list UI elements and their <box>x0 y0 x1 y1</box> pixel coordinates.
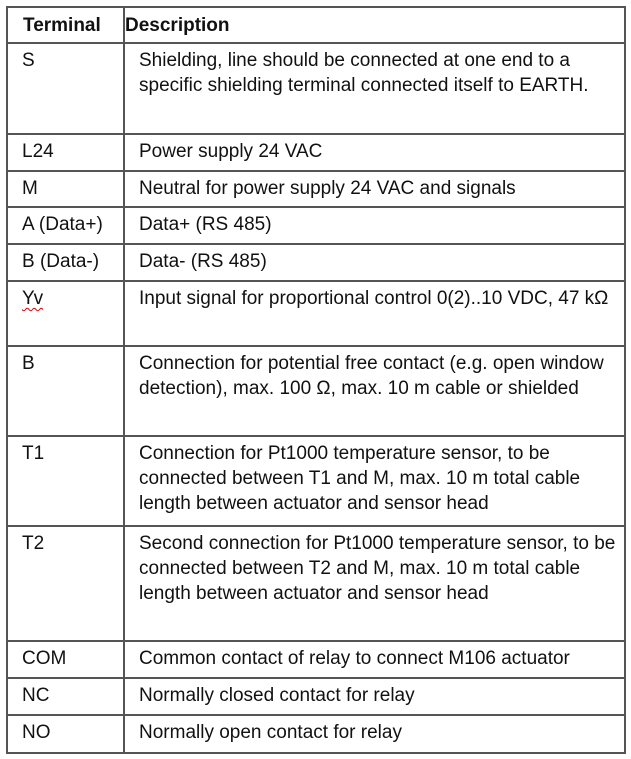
header-description: Description <box>123 6 626 44</box>
description-cell: Common contact of relay to connect M106 … <box>123 640 626 679</box>
description-cell: Normally closed contact for relay <box>123 677 626 716</box>
terminal-cell: M <box>6 170 125 208</box>
table-row: COM Common contact of relay to connect M1… <box>6 640 626 679</box>
table-row: T1 Connection for Pt1000 temperature sens… <box>6 435 626 527</box>
terminal-cell: NC <box>6 677 125 716</box>
table-row: NC Normally closed contact for relay <box>6 677 626 716</box>
terminal-cell: A (Data+) <box>6 206 125 245</box>
table-row: B Connection for potential free contact (… <box>6 345 626 437</box>
terminal-cell: NO <box>6 714 125 754</box>
terminal-cell: Yv <box>6 280 125 347</box>
description-cell: Connection for potential free contact (e… <box>123 345 626 437</box>
description-cell: Neutral for power supply 24 VAC and sign… <box>123 170 626 208</box>
table-row: A (Data+) Data+ (RS 485) <box>6 206 626 245</box>
terminal-cell: T1 <box>6 435 125 527</box>
terminal-table: Terminal Description S Shielding, line sh… <box>6 6 626 754</box>
terminal-cell: COM <box>6 640 125 679</box>
description-cell: Input signal for proportional control 0(… <box>123 280 626 347</box>
header-row: Terminal Description <box>6 6 626 44</box>
table-row: M Neutral for power supply 24 VAC and sig… <box>6 170 626 208</box>
description-cell: Connection for Pt1000 temperature sensor… <box>123 435 626 527</box>
table-row: NO Normally open contact for relay <box>6 714 626 754</box>
terminal-cell: T2 <box>6 525 125 642</box>
table-row: S Shielding, line should be connected at … <box>6 42 626 135</box>
description-cell: Data- (RS 485) <box>123 243 626 282</box>
description-cell: Power supply 24 VAC <box>123 133 626 172</box>
table-row: B (Data-) Data- (RS 485) <box>6 243 626 282</box>
terminal-cell: L24 <box>6 133 125 172</box>
header-terminal: Terminal <box>6 6 125 44</box>
table-row: L24 Power supply 24 VAC <box>6 133 626 172</box>
table-row: T2 Second connection for Pt1000 temperatu… <box>6 525 626 642</box>
terminal-cell: S <box>6 42 125 135</box>
terminal-cell: B (Data-) <box>6 243 125 282</box>
description-cell: Data+ (RS 485) <box>123 206 626 245</box>
terminal-cell: B <box>6 345 125 437</box>
description-cell: Second connection for Pt1000 temperature… <box>123 525 626 642</box>
description-cell: Shielding, line should be connected at o… <box>123 42 626 135</box>
description-cell: Normally open contact for relay <box>123 714 626 754</box>
table-row: Yv Input signal for proportional control … <box>6 280 626 347</box>
